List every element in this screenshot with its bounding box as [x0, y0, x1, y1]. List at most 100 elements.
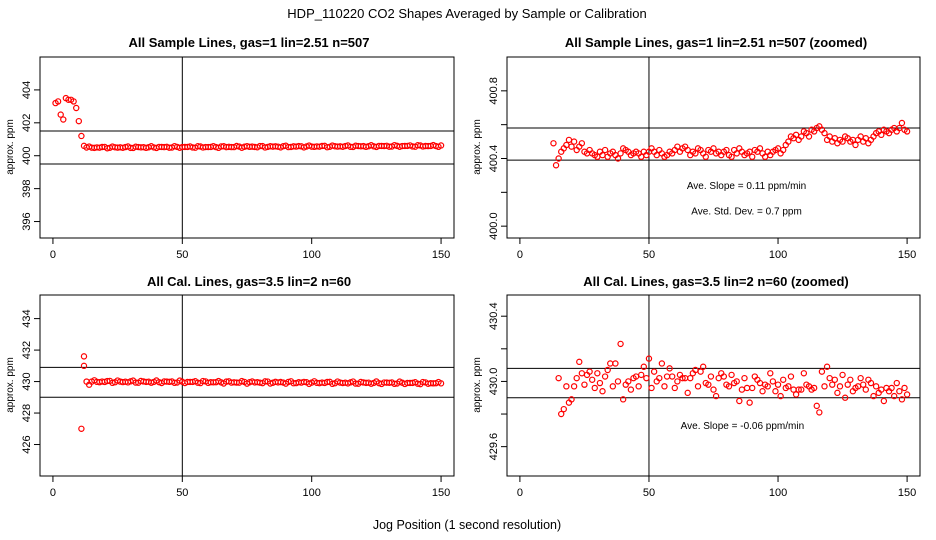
data-point — [645, 355, 653, 362]
data-point — [658, 360, 666, 367]
y-tick-label: 400.0 — [488, 212, 500, 240]
data-point — [604, 366, 611, 374]
x-tick-label: 50 — [643, 487, 655, 499]
data-point — [601, 146, 609, 154]
data-point — [578, 140, 586, 147]
data-point — [813, 402, 820, 410]
data-point — [60, 116, 67, 123]
y-tick-label: 396 — [21, 212, 33, 230]
y-tick-label: 404 — [21, 81, 33, 99]
data-point — [650, 368, 658, 375]
data-point — [75, 117, 83, 125]
data-point — [898, 396, 906, 403]
data-point — [826, 374, 833, 382]
annotation-text: Ave. Slope = 0.11 ppm/min — [687, 181, 806, 192]
data-point — [712, 392, 720, 400]
data-point — [800, 370, 808, 377]
data-point — [779, 146, 787, 154]
data-point — [779, 376, 787, 383]
figure-xlabel: Jog Position (1 second resolution) — [373, 518, 561, 532]
data-point — [841, 394, 849, 401]
data-point — [736, 397, 743, 405]
data-point — [638, 371, 645, 379]
data-point — [767, 370, 774, 377]
data-point — [728, 371, 735, 379]
data-point — [738, 386, 746, 393]
data-point — [759, 388, 766, 395]
data-point — [839, 371, 846, 379]
data-point — [558, 410, 565, 418]
data-point — [725, 383, 733, 390]
data-point — [847, 376, 854, 383]
y-tick-label: 400.4 — [488, 145, 500, 173]
data-point — [741, 374, 748, 382]
data-point — [552, 162, 560, 169]
data-point — [792, 391, 800, 398]
data-point — [901, 384, 908, 392]
y-tick-label: 432 — [21, 341, 33, 359]
data-point — [607, 360, 614, 367]
panel-sample-lines-zoomed: All Sample Lines, gas=1 lin=2.51 n=507 (… — [472, 35, 921, 261]
data-point — [601, 373, 609, 380]
data-point — [555, 374, 562, 382]
data-point — [671, 384, 678, 392]
data-point — [329, 380, 336, 388]
data-point — [710, 386, 717, 393]
data-point — [821, 383, 828, 390]
data-point — [674, 378, 681, 385]
y-tick-label: 402 — [21, 114, 33, 132]
data-point — [109, 379, 116, 387]
data-point — [878, 131, 885, 139]
annotation-text: Ave. Slope = -0.06 ppm/min — [681, 421, 805, 432]
y-tick-label: 430.0 — [488, 368, 500, 396]
data-point — [836, 383, 844, 390]
data-point — [707, 373, 715, 380]
plot-frame — [39, 294, 455, 477]
data-point — [391, 380, 398, 388]
data-point — [591, 384, 598, 392]
data-point — [78, 132, 85, 140]
x-tick-label: 0 — [50, 487, 56, 499]
data-point — [699, 363, 707, 370]
data-point — [588, 376, 596, 383]
data-point — [787, 373, 795, 380]
data-point — [777, 392, 784, 400]
data-point — [852, 141, 859, 149]
data-point — [702, 153, 709, 161]
data-point — [743, 384, 751, 392]
data-point — [581, 381, 588, 388]
data-point — [898, 119, 906, 127]
data-point — [867, 379, 875, 387]
data-point — [57, 111, 64, 118]
data-point — [563, 383, 570, 390]
y-tick-label: 429.6 — [488, 433, 500, 461]
data-point — [749, 153, 756, 161]
data-point — [617, 340, 624, 348]
data-point — [570, 383, 578, 390]
plot-frame — [506, 56, 921, 239]
panel-title: All Cal. Lines, gas=3.5 lin=2 n=60 — [147, 274, 351, 289]
data-point — [612, 360, 619, 367]
data-point — [594, 370, 601, 377]
annotation-text: Ave. Std. Dev. = 0.7 ppm — [691, 206, 802, 217]
x-tick-label: 150 — [898, 487, 916, 499]
data-point — [78, 425, 85, 432]
data-point — [578, 370, 586, 377]
data-point — [599, 388, 606, 395]
data-point — [821, 129, 828, 137]
panel-title: All Sample Lines, gas=1 lin=2.51 n=507 (… — [565, 35, 867, 50]
data-point — [80, 353, 88, 360]
data-point — [437, 380, 445, 387]
data-point — [798, 386, 805, 393]
x-tick-label: 50 — [176, 487, 188, 499]
data-point — [903, 391, 911, 398]
data-point — [586, 368, 593, 375]
data-point — [896, 388, 903, 395]
data-point — [785, 383, 792, 390]
data-point — [609, 383, 617, 390]
data-point — [890, 392, 898, 400]
data-point — [862, 386, 869, 393]
panel-title: All Cal. Lines, gas=3.5 lin=2 n=60 (zoom… — [583, 274, 849, 289]
y-tick-label: 426 — [21, 435, 33, 453]
